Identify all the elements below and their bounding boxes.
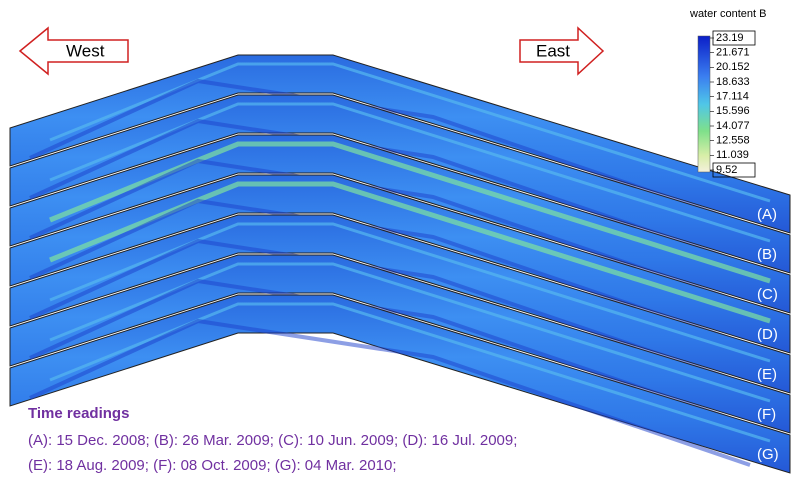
colorbar-tick-label: 12.558	[716, 135, 750, 147]
colorbar-tick-label: 15.596	[716, 105, 750, 117]
colorbar-tick-label: 17.114	[716, 91, 749, 103]
band	[9, 214, 791, 394]
band	[9, 54, 791, 234]
colorbar-box	[712, 30, 756, 46]
colorbar-box	[712, 162, 756, 178]
band-stripe	[49, 102, 771, 243]
east-arrow	[519, 26, 605, 76]
band-dark	[29, 318, 751, 467]
colorbar-tick-label: 14.077	[716, 120, 750, 132]
band	[9, 294, 791, 474]
panel-label: (G)	[757, 446, 779, 463]
colorbar-tick-label: 9.52	[716, 164, 737, 176]
colorbar-tick-label: 18.633	[716, 76, 750, 88]
band-stripe	[49, 181, 771, 324]
time-readings-title: Time readings	[28, 405, 129, 422]
colorbar-tick-label: 21.671	[716, 47, 750, 59]
time-readings-line: (E): 18 Aug. 2009; (F): 08 Oct. 2009; (G…	[28, 457, 397, 474]
band	[9, 254, 791, 434]
colorbar-tick-label: 11.039	[716, 149, 749, 161]
colorbar-title: water content B	[689, 8, 766, 20]
band-stripe	[49, 302, 771, 443]
panel-label: (C)	[757, 286, 778, 303]
west-label: West	[66, 41, 105, 60]
panel-label: (B)	[757, 246, 777, 263]
panel-label: (D)	[757, 326, 778, 343]
band-stripe	[49, 222, 771, 363]
band-stripe	[49, 141, 771, 284]
band-stripe	[49, 262, 771, 403]
band-stripe	[49, 62, 771, 203]
contour-bands: (A) (B) (C) (D) (E) (F) (G)	[9, 54, 791, 474]
band	[9, 174, 791, 354]
panel-label: (E)	[757, 366, 777, 383]
time-readings-line: (A): 15 Dec. 2008; (B): 26 Mar. 2009; (C…	[28, 432, 517, 449]
colorbar-ticks: 23.19 21.671 20.152 18.633 17.114 15.596 14.07…	[710, 30, 756, 178]
colorbar-tick-label: 20.152	[716, 61, 750, 73]
east-label: East	[536, 41, 570, 60]
band	[9, 94, 791, 274]
panel-label: (F)	[757, 406, 776, 423]
west-arrow	[18, 26, 129, 76]
panel-label: (A)	[757, 206, 777, 223]
band	[9, 134, 791, 314]
colorbar	[697, 35, 711, 173]
colorbar-tick-label: 23.19	[716, 32, 744, 44]
